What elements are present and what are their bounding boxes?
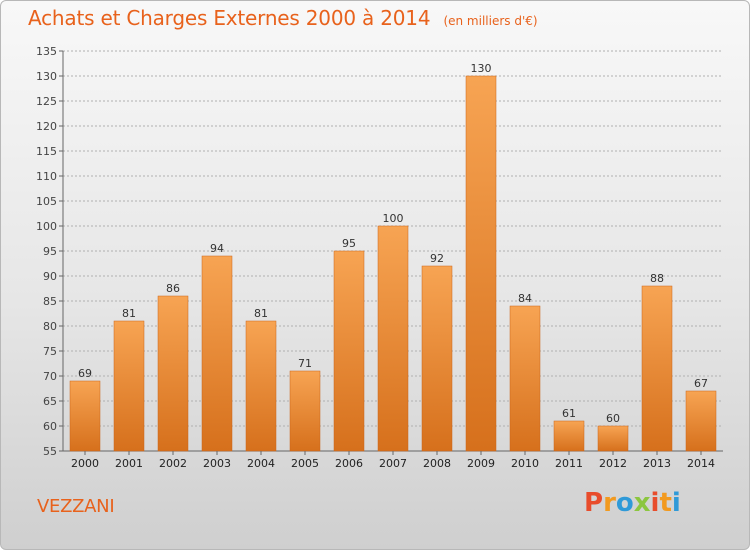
y-tick-label: 85 (43, 295, 57, 308)
bar (289, 370, 321, 452)
y-tick-label: 105 (36, 195, 57, 208)
bar (685, 390, 717, 452)
x-tick-label: 2004 (247, 457, 275, 470)
bar (641, 285, 673, 452)
bar (245, 320, 277, 452)
data-label: 86 (166, 282, 180, 295)
proxiti-logo: Proxiti (584, 488, 681, 518)
x-tick-label: 2008 (423, 457, 451, 470)
x-tick-label: 2009 (467, 457, 495, 470)
y-tick-label: 80 (43, 320, 57, 333)
y-tick-label: 100 (36, 220, 57, 233)
x-tick-label: 2001 (115, 457, 143, 470)
logo-letter: x (633, 488, 651, 518)
data-label: 61 (562, 407, 576, 420)
town-name: VEZZANI (37, 496, 115, 517)
bar (157, 295, 189, 452)
data-label: 81 (254, 307, 268, 320)
y-tick-label: 125 (36, 95, 57, 108)
bar (421, 265, 453, 452)
bar (553, 420, 585, 452)
logo-letter: P (584, 488, 604, 518)
data-label: 81 (122, 307, 136, 320)
bar (113, 320, 145, 452)
logo-letter: o (615, 488, 634, 518)
data-label: 60 (606, 412, 620, 425)
bar (509, 305, 541, 452)
y-tick-label: 75 (43, 345, 57, 358)
chart-title-text: Achats et Charges Externes 2000 à 2014 (28, 6, 431, 30)
data-label: 71 (298, 357, 312, 370)
bar (201, 255, 233, 452)
data-label: 95 (342, 237, 356, 250)
x-tick-label: 2007 (379, 457, 407, 470)
bar (333, 250, 365, 452)
y-tick-label: 110 (36, 170, 57, 183)
x-tick-label: 2005 (291, 457, 319, 470)
data-label: 100 (383, 212, 404, 225)
data-label: 69 (78, 367, 92, 380)
bar (597, 425, 629, 452)
y-tick-label: 115 (36, 145, 57, 158)
logo-letter: r (603, 488, 616, 518)
y-tick-label: 90 (43, 270, 57, 283)
x-tick-label: 2011 (555, 457, 583, 470)
x-tick-label: 2002 (159, 457, 187, 470)
y-tick-label: 120 (36, 120, 57, 133)
x-tick-label: 2003 (203, 457, 231, 470)
bar (465, 75, 497, 452)
data-label: 92 (430, 252, 444, 265)
logo-letter: i (671, 488, 681, 518)
data-label: 84 (518, 292, 532, 305)
data-label: 67 (694, 377, 708, 390)
data-label: 130 (471, 62, 492, 75)
x-tick-label: 2013 (643, 457, 671, 470)
x-tick-label: 2000 (71, 457, 99, 470)
x-tick-label: 2012 (599, 457, 627, 470)
bar (377, 225, 409, 452)
y-tick-label: 60 (43, 420, 57, 433)
bar (69, 380, 101, 452)
x-tick-label: 2006 (335, 457, 363, 470)
y-tick-label: 135 (36, 45, 57, 58)
chart-title: Achats et Charges Externes 2000 à 2014 (… (28, 6, 538, 30)
chart-unit-text: (en milliers d'€) (443, 14, 538, 28)
y-tick-label: 65 (43, 395, 57, 408)
y-tick-label: 130 (36, 70, 57, 83)
y-tick-label: 95 (43, 245, 57, 258)
x-tick-label: 2010 (511, 457, 539, 470)
y-tick-label: 55 (43, 445, 57, 458)
x-tick-label: 2014 (687, 457, 715, 470)
data-label: 88 (650, 272, 664, 285)
data-label: 94 (210, 242, 224, 255)
logo-letter: i (650, 488, 660, 518)
logo-letter: t (659, 488, 672, 518)
y-tick-label: 70 (43, 370, 57, 383)
